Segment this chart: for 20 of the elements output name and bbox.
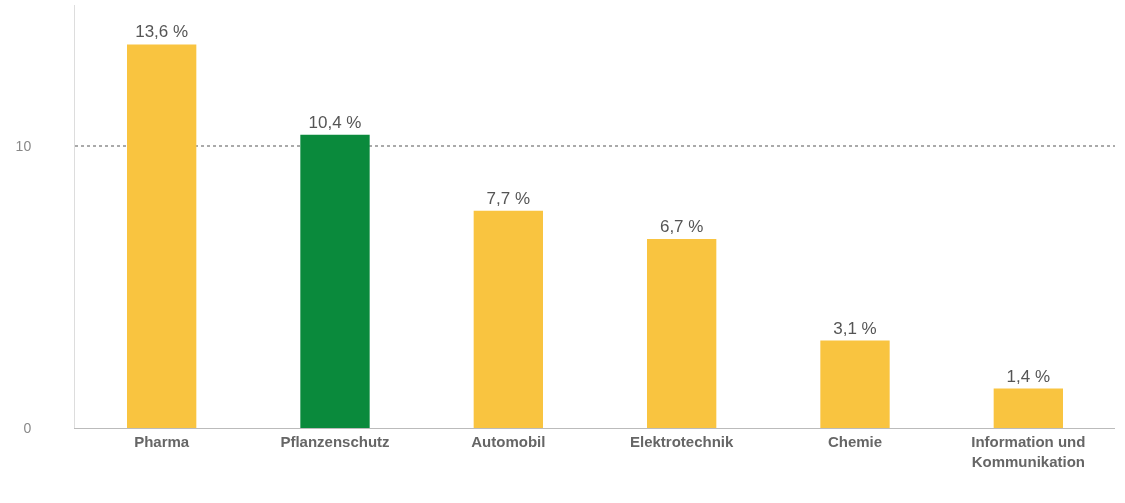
x-tick-label: Information und Kommunikation [971, 433, 1086, 470]
bar [647, 239, 717, 428]
data-label: 7,7 % [486, 188, 531, 208]
data-label: 1,4 % [1006, 366, 1051, 386]
y-tick-label: 10 [15, 137, 32, 154]
data-label: 6,7 % [659, 217, 704, 237]
bar [820, 340, 890, 428]
bar [127, 44, 197, 428]
y-tick-label: 0 [23, 419, 32, 436]
data-label: 3,1 % [833, 318, 877, 338]
x-tick-label: Elektrotechnik [629, 433, 735, 450]
x-tick-label: Pharma [134, 433, 190, 450]
x-tick-label: Automobil [471, 433, 546, 450]
data-label: 13,6 % [135, 22, 189, 42]
data-label: 10,4 % [308, 112, 362, 132]
bar [300, 134, 370, 428]
x-tick-label: Chemie [827, 433, 883, 450]
bar [473, 210, 543, 428]
bar [993, 388, 1063, 428]
x-tick-label: Pflanzenschutz [280, 433, 390, 450]
